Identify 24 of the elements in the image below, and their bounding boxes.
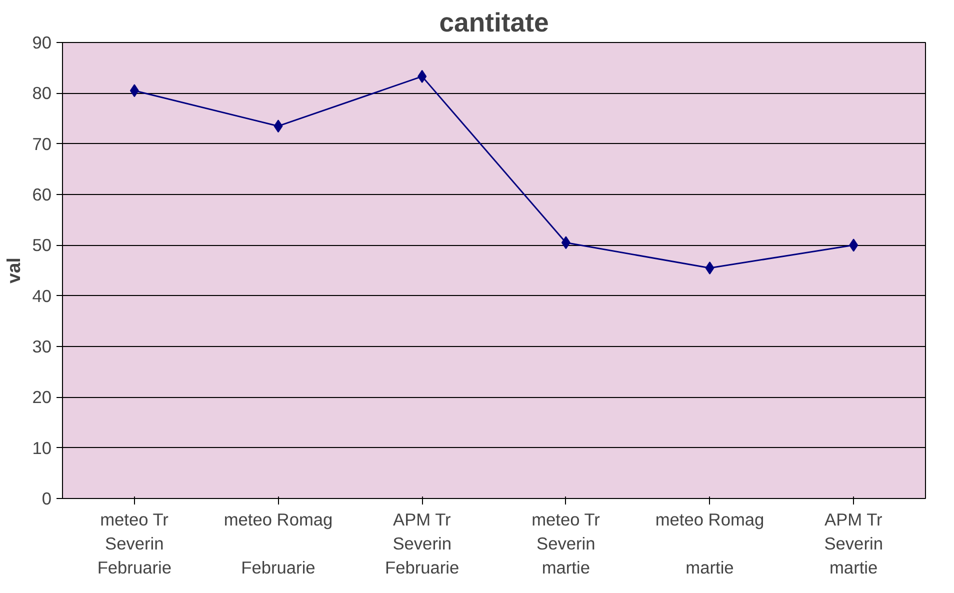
y-tick-label: 50 xyxy=(32,235,52,256)
x-tick-label: meteo Tr Severin Februarie xyxy=(97,510,172,578)
chart-title: cantitate xyxy=(439,8,549,38)
y-tick-label: 30 xyxy=(32,336,52,356)
point xyxy=(274,120,283,133)
point xyxy=(561,236,570,250)
y-tick-label: 20 xyxy=(32,387,52,408)
category-label: meteo Romag martie xyxy=(655,510,764,578)
point xyxy=(849,238,858,252)
y-tick-label: 80 xyxy=(32,83,52,104)
y-axis-title: val xyxy=(3,258,24,284)
x-tick-label: APM Tr Severin Februarie xyxy=(385,510,460,578)
point xyxy=(130,84,139,98)
point xyxy=(705,261,714,274)
y-tick-label: 10 xyxy=(32,438,52,458)
category-label: meteo Romag Februarie xyxy=(224,510,333,578)
y-tick-label: 0 xyxy=(42,488,52,508)
y-tick-label: 90 xyxy=(32,32,52,52)
point xyxy=(418,70,427,83)
y-tick-label: 60 xyxy=(32,184,52,204)
y-tick-label: 40 xyxy=(32,286,52,306)
x-tick-label: APM Tr Severin martie xyxy=(824,510,883,578)
x-tick-label: meteo Tr Severin martie xyxy=(532,510,600,578)
y-tick-label: 70 xyxy=(32,134,52,154)
